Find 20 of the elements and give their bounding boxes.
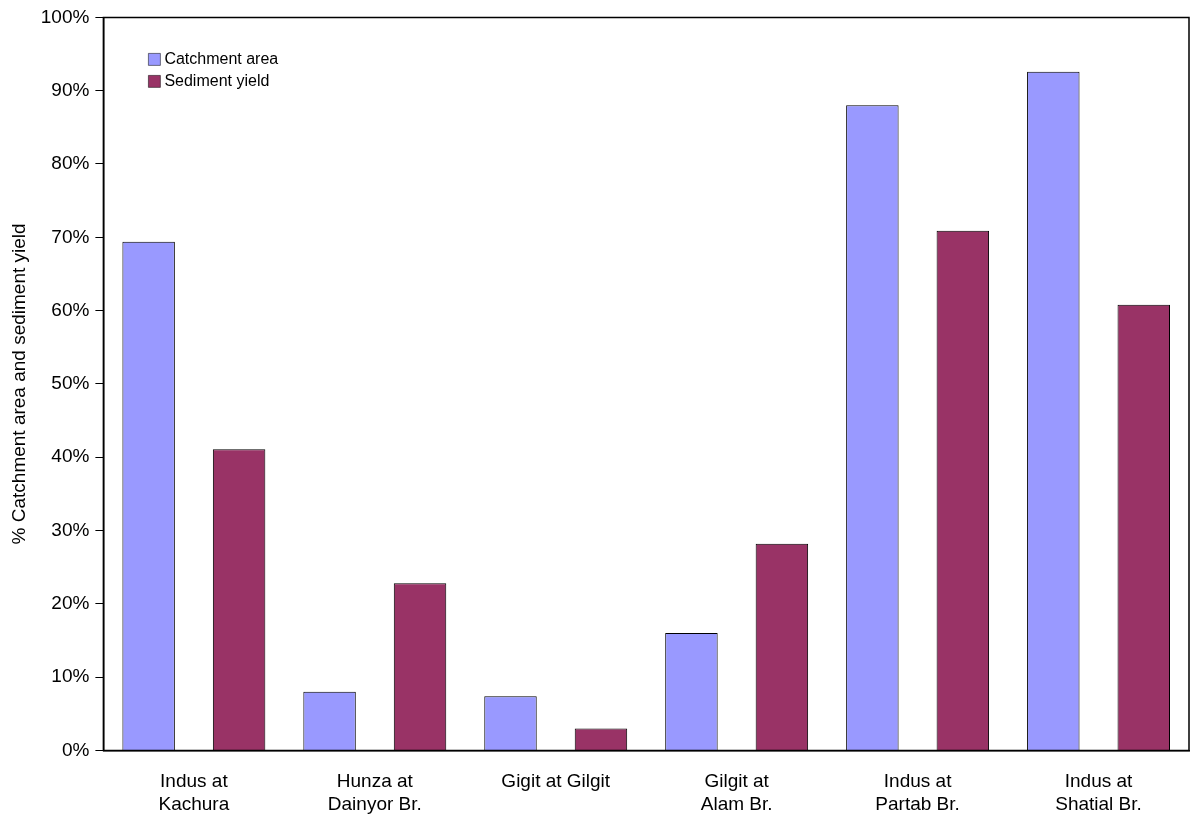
- x-tick-label: Gigit at Gilgit: [501, 770, 611, 792]
- legend-label: Catchment area: [164, 49, 279, 67]
- x-tick-label: Gilgit at Alam Br.: [700, 770, 773, 814]
- y-tick-label: 90%: [51, 78, 90, 100]
- y-tick-label: 100%: [40, 5, 90, 27]
- y-tick-label: 40%: [51, 445, 90, 467]
- y-tick-label: 10%: [51, 665, 90, 687]
- y-tick-label: 20%: [51, 592, 90, 614]
- x-tick-label: Indus at Shatial Br.: [1055, 770, 1142, 814]
- legend-label: Sediment yield: [164, 71, 270, 89]
- x-tick-label: Indus at Kachura: [158, 770, 230, 814]
- x-tick-label: Hunza at Dainyor Br.: [327, 770, 422, 814]
- y-tick-label: 80%: [51, 152, 90, 174]
- y-axis-title: % Catchment area and sediment yield: [7, 223, 29, 545]
- y-tick-label: 60%: [51, 298, 90, 320]
- y-tick-label: 50%: [51, 372, 90, 394]
- y-tick-label: 70%: [51, 225, 90, 247]
- y-tick-label: 30%: [51, 518, 90, 540]
- y-tick-label: 0%: [61, 738, 90, 760]
- x-tick-label: Indus at Partab Br.: [875, 770, 960, 814]
